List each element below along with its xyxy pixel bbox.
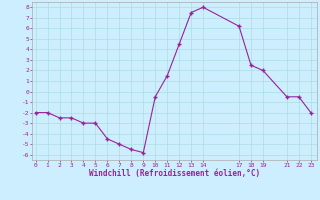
X-axis label: Windchill (Refroidissement éolien,°C): Windchill (Refroidissement éolien,°C) — [89, 169, 260, 178]
